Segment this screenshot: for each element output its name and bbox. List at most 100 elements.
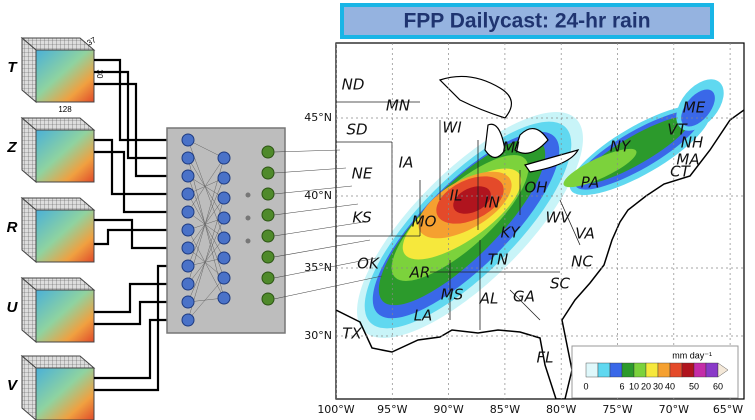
state-label: NY [610, 138, 632, 156]
input-node [181, 133, 195, 147]
connection [187, 217, 225, 303]
output-node [261, 229, 275, 243]
connection [187, 197, 225, 249]
colorbar-bin [633, 362, 647, 378]
state-label: SD [346, 121, 367, 139]
colorbar-bin [585, 362, 599, 378]
colorbar-bin [669, 362, 683, 378]
state-label: TN [488, 251, 508, 269]
state-label: GA [513, 288, 535, 306]
colorbar-tick: 60 [713, 381, 723, 391]
cube-front [35, 289, 95, 343]
colorbar-bin [693, 362, 707, 378]
colorbar-tick: 50 [689, 381, 699, 391]
lon-label: 75°W [602, 403, 632, 416]
state-label: PA [581, 174, 600, 192]
hidden-node [217, 171, 231, 185]
wire [94, 70, 182, 160]
output-link [273, 149, 341, 153]
state-label: IA [399, 154, 414, 172]
connection [187, 157, 225, 299]
connection [187, 193, 225, 259]
variable-label: U [7, 299, 19, 316]
title-box [340, 3, 714, 39]
hidden-node [217, 211, 231, 225]
input-node [181, 223, 195, 237]
connection [187, 211, 225, 239]
state-label: TX [342, 325, 362, 343]
wire [94, 218, 182, 250]
state-label: WI [442, 119, 462, 137]
output-node [261, 187, 275, 201]
cube-dim: 128 [58, 105, 72, 114]
input-node [181, 241, 195, 255]
output-node [261, 145, 275, 159]
state-label: OH [524, 179, 547, 197]
ellipsis-dot [245, 215, 251, 221]
state-label: VA [575, 225, 595, 243]
variable-label: V [7, 377, 19, 394]
state-label: AL [479, 290, 499, 308]
connection [187, 177, 225, 195]
connection [187, 277, 225, 321]
output-node [261, 166, 275, 180]
state-label: MA [676, 151, 699, 169]
variable-label: T [7, 59, 18, 76]
rain-area [453, 186, 491, 214]
variable-label: Z [6, 139, 17, 156]
state-label: MO [412, 213, 437, 231]
great-lakes [438, 75, 580, 173]
connection [187, 175, 225, 199]
colorbar-tick: 30 [653, 381, 663, 391]
state-label: IN [484, 194, 500, 212]
connection [187, 157, 225, 213]
lat-label: 45°N [304, 111, 332, 124]
input-node [181, 259, 195, 273]
colorbar-tick: 10 [629, 381, 639, 391]
input-node [181, 151, 195, 165]
state-label: NC [571, 253, 593, 271]
connection [187, 139, 225, 159]
rain-area [563, 148, 637, 188]
output-node [261, 271, 275, 285]
cube-side [21, 196, 37, 264]
wire [94, 138, 182, 196]
connection [187, 177, 225, 267]
lon-label: 100°W [317, 403, 354, 416]
lon-label: 65°W [713, 403, 743, 416]
output-node [261, 250, 275, 264]
cube-front [35, 209, 95, 263]
connection [187, 229, 225, 299]
state-label: NE [352, 165, 373, 183]
cube-side [21, 116, 37, 184]
colorbar-tick: 6 [619, 381, 624, 391]
state-label: AR [409, 264, 431, 282]
lat-label: 40°N [304, 189, 332, 202]
hidden-node [217, 191, 231, 205]
input-node [181, 187, 195, 201]
colorbar-tick: 0 [583, 381, 588, 391]
colorbar-bin [609, 362, 623, 378]
lon-label: 70°W [659, 403, 689, 416]
colorbar-tick: 20 [641, 381, 651, 391]
state-label: IL [450, 187, 463, 205]
cube-dim: 30 [95, 70, 104, 79]
lon-label: 85°W [490, 403, 520, 416]
hidden-node [217, 231, 231, 245]
input-node [181, 277, 195, 291]
state-label: OK [357, 255, 380, 273]
state-label: CT [670, 163, 691, 181]
state-label: FL [537, 349, 554, 367]
hidden-node [217, 251, 231, 265]
output-node [261, 292, 275, 306]
input-node [181, 295, 195, 309]
cube-side [21, 276, 37, 344]
state-label: SC [550, 275, 571, 293]
state-label: VT [667, 121, 688, 139]
ellipsis-dot [245, 238, 251, 244]
variable-label: R [7, 219, 18, 236]
output-node [261, 208, 275, 222]
input-node [181, 313, 195, 327]
wire [94, 58, 182, 142]
